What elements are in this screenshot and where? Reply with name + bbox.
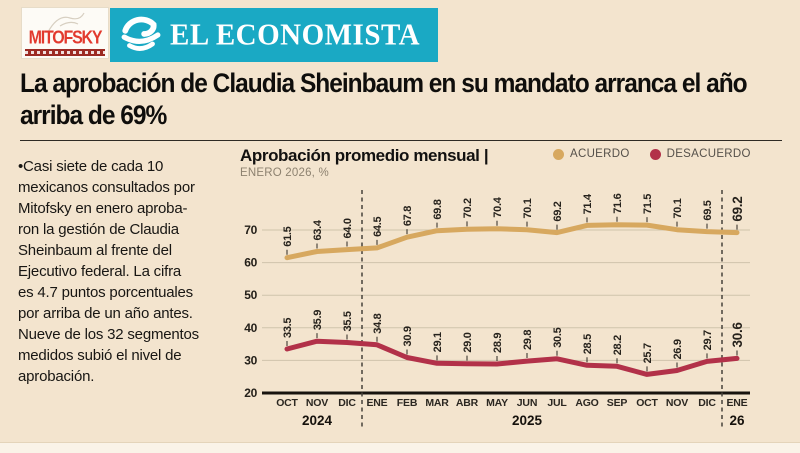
svg-text:71.4: 71.4 xyxy=(582,193,594,214)
svg-text:35.9: 35.9 xyxy=(312,310,324,330)
globe-e-icon xyxy=(121,16,161,51)
svg-text:30.9: 30.9 xyxy=(402,326,414,346)
headline: La aprobación de Claudia Sheinbaum en su… xyxy=(20,69,748,131)
svg-text:64.0: 64.0 xyxy=(342,218,354,238)
svg-text:30.5: 30.5 xyxy=(552,327,564,347)
svg-text:61.5: 61.5 xyxy=(282,226,294,246)
desacuerdo-dot-icon xyxy=(649,148,661,160)
svg-text:SEP: SEP xyxy=(607,397,628,409)
svg-text:NOV: NOV xyxy=(306,397,328,409)
svg-text:70: 70 xyxy=(244,223,257,237)
mitofsky-wordmark: MITOFSKY xyxy=(28,28,103,49)
svg-text:OCT: OCT xyxy=(276,397,298,409)
svg-text:ABR: ABR xyxy=(456,397,479,409)
svg-text:60: 60 xyxy=(244,256,257,270)
el-economista-banner: EL ECONOMISTA xyxy=(110,8,438,62)
svg-text:ENE: ENE xyxy=(727,397,748,409)
chart-title: Aprobación promedio mensual | xyxy=(240,146,489,165)
svg-text:MAR: MAR xyxy=(425,397,449,409)
svg-text:FEB: FEB xyxy=(397,397,418,409)
svg-text:33.5: 33.5 xyxy=(282,318,294,338)
el-economista-wordmark: EL ECONOMISTA xyxy=(170,17,421,52)
svg-text:AGO: AGO xyxy=(575,397,598,409)
headline-divider xyxy=(20,140,782,141)
acuerdo-dot-icon xyxy=(553,148,564,160)
svg-text:40: 40 xyxy=(244,321,257,335)
legend-item-acuerdo: ACUERDO xyxy=(553,148,630,160)
legend-label-desacuerdo: DESACUERDO xyxy=(666,148,751,160)
svg-text:JUN: JUN xyxy=(517,397,537,409)
svg-text:29.0: 29.0 xyxy=(462,332,474,352)
svg-text:2025: 2025 xyxy=(512,413,543,428)
svg-text:71.6: 71.6 xyxy=(612,193,624,213)
svg-text:69.8: 69.8 xyxy=(432,199,444,219)
svg-text:29.1: 29.1 xyxy=(432,332,444,352)
legend-label-acuerdo: ACUERDO xyxy=(570,148,630,160)
svg-text:28.9: 28.9 xyxy=(492,333,504,353)
svg-text:35.5: 35.5 xyxy=(342,311,354,331)
svg-text:69.5: 69.5 xyxy=(702,200,714,220)
svg-text:JUL: JUL xyxy=(547,397,567,409)
svg-text:34.8: 34.8 xyxy=(372,313,384,333)
svg-text:70.1: 70.1 xyxy=(672,198,684,218)
svg-text:70.1: 70.1 xyxy=(522,198,534,218)
mitofsky-sketch-icon xyxy=(47,12,85,33)
approval-line-chart: 20 30 40 50 60 70 61.5 63.4 64.0 64.5 67.8 69.8 70.2… xyxy=(244,190,750,428)
svg-text:67.8: 67.8 xyxy=(402,206,414,226)
mitofsky-tagline-strip xyxy=(25,49,105,56)
svg-text:OCT: OCT xyxy=(636,397,658,409)
legend-item-desacuerdo: DESACUERDO xyxy=(649,148,751,160)
svg-text:DIC: DIC xyxy=(698,397,716,409)
svg-text:70.2: 70.2 xyxy=(462,198,474,218)
svg-text:70.4: 70.4 xyxy=(492,196,504,217)
svg-text:ENE: ENE xyxy=(367,397,388,409)
svg-text:2024: 2024 xyxy=(302,413,333,428)
svg-text:69.2: 69.2 xyxy=(552,201,564,221)
svg-text:64.5: 64.5 xyxy=(372,217,384,237)
svg-text:50: 50 xyxy=(244,288,257,302)
svg-text:28.5: 28.5 xyxy=(582,334,594,354)
svg-text:20: 20 xyxy=(244,386,257,400)
chart-legend: ACUERDO DESACUERDO xyxy=(553,148,751,160)
svg-text:NOV: NOV xyxy=(666,397,688,409)
summary-text: •Casi siete de cada 10 mexicanos consult… xyxy=(18,158,199,385)
svg-text:MAY: MAY xyxy=(486,397,508,409)
svg-text:25.7: 25.7 xyxy=(642,343,654,363)
svg-text:71.5: 71.5 xyxy=(642,194,654,214)
svg-text:28.2: 28.2 xyxy=(612,335,624,355)
svg-text:26: 26 xyxy=(729,413,745,428)
svg-text:26.9: 26.9 xyxy=(672,339,684,359)
chart-subtitle: ENERO 2026, % xyxy=(240,167,329,179)
svg-text:69.2: 69.2 xyxy=(730,197,745,222)
svg-text:63.4: 63.4 xyxy=(312,219,324,240)
svg-text:30: 30 xyxy=(244,353,257,367)
svg-text:DIC: DIC xyxy=(338,397,356,409)
mitofsky-logo: MITOFSKY xyxy=(22,8,108,58)
svg-text:29.8: 29.8 xyxy=(522,330,534,350)
svg-text:29.7: 29.7 xyxy=(702,330,714,350)
svg-text:30.6: 30.6 xyxy=(730,322,745,348)
